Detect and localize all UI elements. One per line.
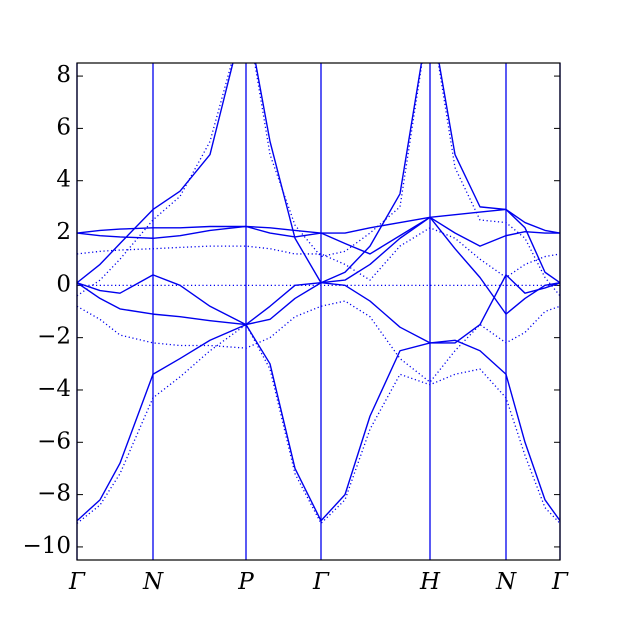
band-line [77,274,560,344]
y-tick-label: −8 [37,481,71,507]
band-line [77,300,560,383]
y-tick-label: 2 [56,219,71,245]
y-tick-label: 6 [56,114,71,140]
y-tick-label: 8 [56,62,71,88]
plot-lines [77,63,560,525]
y-tick-label: 0 [56,271,71,297]
y-tick-label: −2 [37,324,71,350]
band-line [77,323,560,525]
band-line [77,208,560,234]
band-line [77,63,560,284]
band-line [77,216,560,326]
x-tick-label: H [419,569,441,595]
y-tick-label: −6 [37,428,71,454]
band-line [77,227,560,281]
plot-frame [76,62,561,561]
x-tick-label: Γ [68,569,86,595]
band-line [77,216,560,255]
x-tick-label: N [142,569,164,595]
x-tick-label: P [237,569,254,595]
y-tick-label: 4 [56,167,71,193]
x-tick-label: N [495,569,517,595]
band-line [77,323,560,522]
band-line [77,63,560,297]
y-tick-label: −4 [37,376,71,402]
x-tick-label: Γ [312,569,330,595]
y-tick-label: −10 [22,533,71,559]
x-tick-label: Γ [551,569,569,595]
